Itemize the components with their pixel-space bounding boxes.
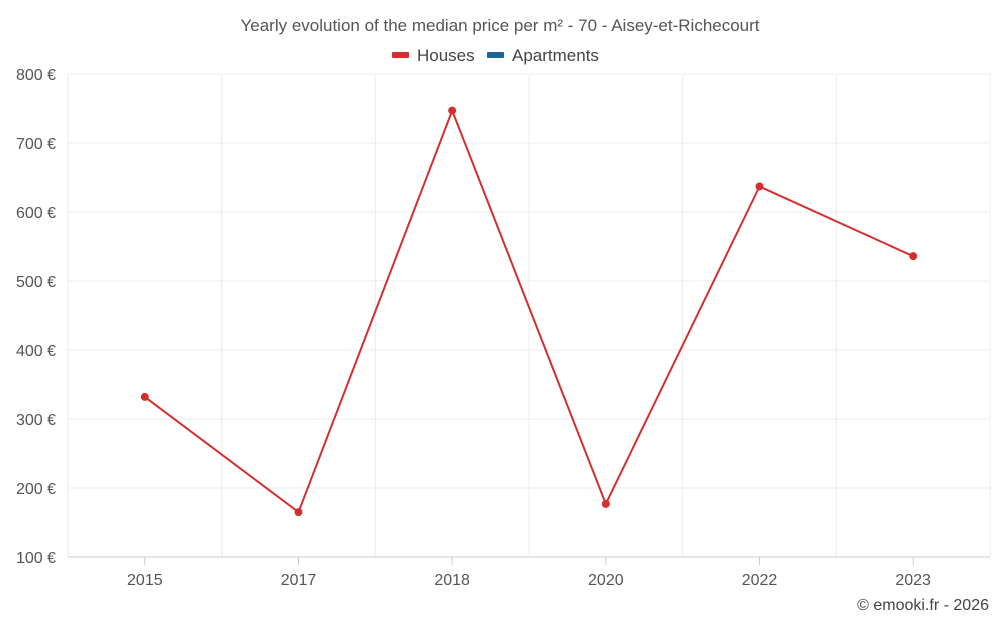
data-point-houses-2018[interactable] bbox=[448, 106, 457, 115]
x-tick-label: 2015 bbox=[127, 572, 163, 589]
data-point-houses-2015[interactable] bbox=[140, 392, 149, 401]
series-layer bbox=[140, 106, 918, 517]
y-tick-label: 800 € bbox=[16, 67, 56, 84]
x-tick-label: 2020 bbox=[588, 572, 624, 589]
x-axis: 2015 2017 2018 2020 2022 2023 bbox=[68, 556, 990, 589]
y-tick-label: 700 € bbox=[16, 136, 56, 153]
x-tick-label: 2017 bbox=[281, 572, 317, 589]
data-point-houses-2023[interactable] bbox=[909, 252, 918, 261]
data-point-houses-2022[interactable] bbox=[755, 182, 764, 191]
y-tick-label: 200 € bbox=[16, 481, 56, 498]
y-axis: 100 € 200 € 300 € 400 € 500 € 600 € 700 € 800 € bbox=[16, 67, 56, 567]
credit-text: © emooki.fr - 2026 bbox=[857, 597, 989, 614]
y-tick-label: 400 € bbox=[16, 343, 56, 360]
chart-title: Yearly evolution of the median price per… bbox=[240, 16, 759, 35]
legend-swatch-apartments bbox=[487, 52, 504, 58]
legend-item-houses[interactable]: Houses bbox=[392, 46, 475, 65]
series-line-houses bbox=[144, 109, 914, 514]
legend-item-apartments[interactable]: Apartments bbox=[487, 46, 599, 65]
x-tick-label: 2023 bbox=[895, 572, 931, 589]
y-tick-label: 300 € bbox=[16, 412, 56, 429]
data-point-houses-2020[interactable] bbox=[601, 499, 610, 508]
y-tick-label: 500 € bbox=[16, 274, 56, 291]
x-tick-label: 2018 bbox=[434, 572, 470, 589]
y-tick-label: 100 € bbox=[16, 550, 56, 567]
y-tick-label: 600 € bbox=[16, 205, 56, 222]
legend-label-houses: Houses bbox=[417, 46, 475, 65]
legend-label-apartments: Apartments bbox=[512, 46, 599, 65]
legend-swatch-houses bbox=[392, 52, 409, 58]
legend: Houses Apartments bbox=[392, 46, 599, 65]
grid bbox=[67, 73, 991, 557]
data-point-houses-2017[interactable] bbox=[294, 508, 303, 517]
x-tick-label: 2022 bbox=[742, 572, 778, 589]
